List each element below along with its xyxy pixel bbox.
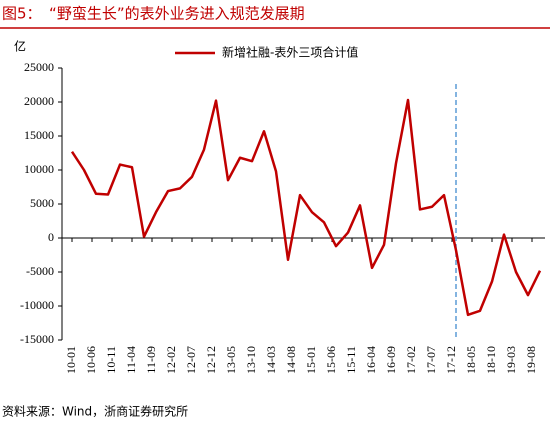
x-tick-label: 14-03 (264, 346, 278, 374)
y-tick-label: 5000 (30, 196, 54, 210)
legend-label: 新增社融-表外三项合计值 (222, 45, 358, 60)
x-tick-label: 15-11 (344, 346, 358, 374)
x-tick-label: 16-04 (364, 346, 378, 374)
x-tick-label: 17-07 (424, 346, 438, 374)
x-tick-label: 12-02 (164, 346, 178, 374)
y-tick-label: -10000 (20, 298, 54, 312)
x-tick-label: 13-10 (244, 346, 258, 374)
y-tick-label: 20000 (24, 94, 54, 108)
x-tick-label: 11-09 (144, 346, 158, 374)
x-tick-label: 18-05 (464, 346, 478, 374)
x-tick-label: 17-02 (404, 346, 418, 374)
x-tick-label: 14-08 (284, 346, 298, 374)
x-tick-label: 10-11 (104, 346, 118, 374)
x-tick-label: 17-12 (444, 346, 458, 374)
x-tick-label: 19-03 (504, 346, 518, 374)
x-tick-label: 15-01 (304, 346, 318, 374)
x-tick-label: 10-01 (64, 346, 78, 374)
y-tick-label: -15000 (20, 332, 54, 346)
y-tick-label: 10000 (24, 162, 54, 176)
y-tick-label: 25000 (24, 60, 54, 74)
chart-title: 图5： “野蛮生长”的表外业务进入规范发展期 (2, 5, 305, 23)
x-tick-label: 11-04 (124, 346, 138, 374)
y-tick-label: 15000 (24, 128, 54, 142)
y-tick-label: 0 (48, 230, 54, 244)
x-tick-label: 16-09 (384, 346, 398, 374)
x-tick-label: 19-08 (524, 346, 538, 374)
x-tick-label: 18-10 (484, 346, 498, 374)
x-tick-label: 12-07 (184, 346, 198, 374)
y-unit: 亿 (14, 39, 26, 54)
y-tick-label: -5000 (26, 264, 54, 278)
source: 资料来源：Wind，浙商证券研究所 (2, 404, 188, 419)
series-line (70, 98, 542, 317)
x-tick-label: 15-06 (324, 346, 338, 374)
x-tick-label: 13-05 (224, 346, 238, 374)
x-tick-label: 10-06 (84, 346, 98, 374)
x-tick-label: 12-12 (204, 346, 218, 374)
